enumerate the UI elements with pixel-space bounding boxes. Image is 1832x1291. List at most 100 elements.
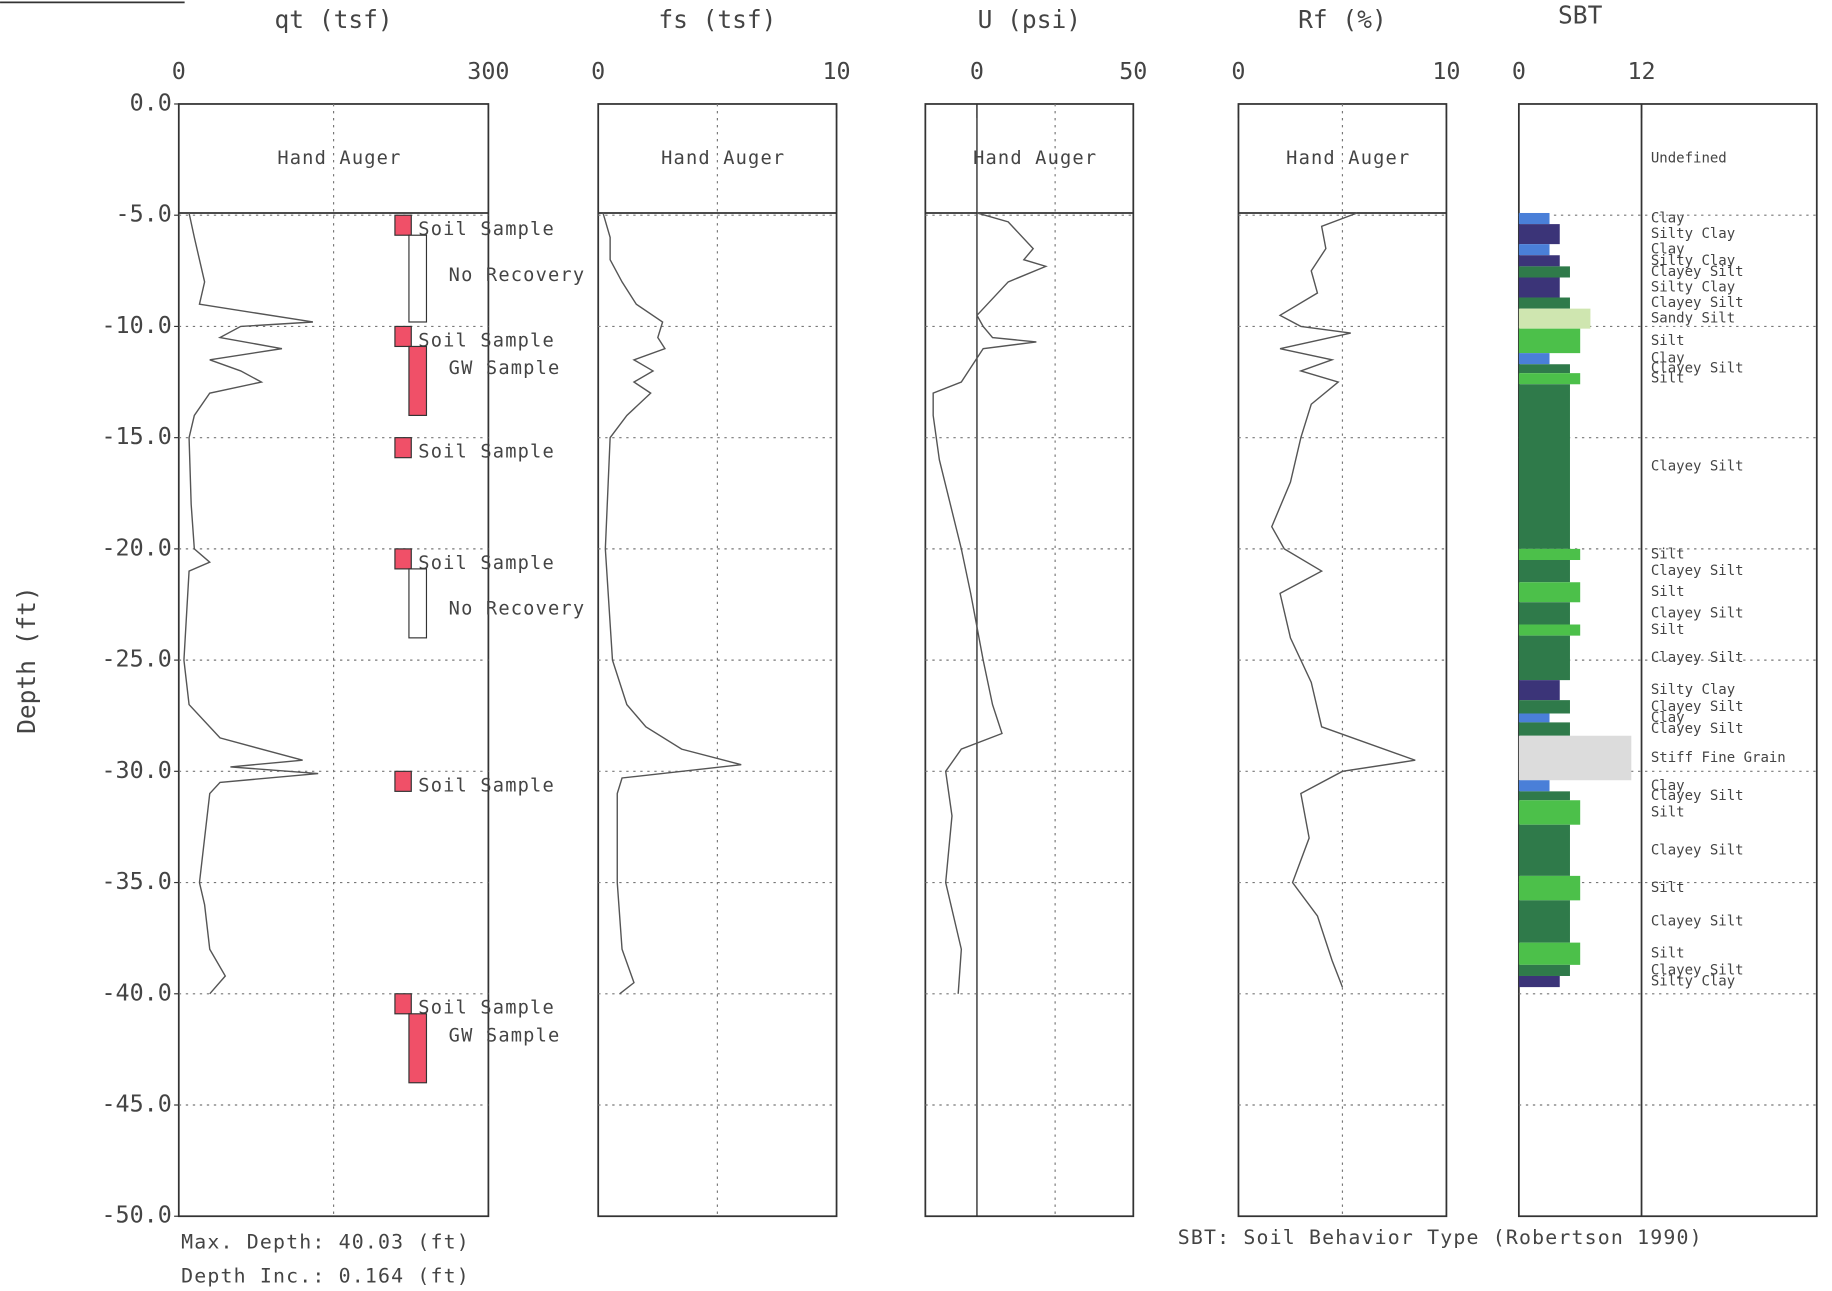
sbt-bar: [1518, 635, 1570, 681]
y-tick-label: -30.0: [101, 756, 171, 784]
sbt-bar: [1518, 328, 1581, 354]
sbt-bar: [1518, 624, 1581, 636]
sample-label: Soil Sample: [418, 775, 555, 796]
sbt-label: Clayey Silt: [1651, 264, 1744, 280]
sbt-bar: [1518, 308, 1591, 329]
y-tick-label: -5.0: [116, 200, 172, 228]
sample-box: [394, 548, 412, 570]
sample-box: [408, 345, 428, 416]
sbt-bar: [1518, 700, 1570, 714]
sbt-bar: [1518, 875, 1581, 901]
sbt-label: Undefined: [1651, 150, 1727, 166]
sbt-label: Silty Clay: [1651, 253, 1735, 269]
sample-box: [408, 234, 428, 323]
sbt-label: Silty Clay: [1651, 280, 1735, 296]
sbt-label: Silt: [1651, 880, 1685, 896]
profile-line: [1270, 212, 1416, 988]
sbt-label: Silty Clay: [1651, 682, 1735, 698]
sbt-bar: [1518, 780, 1550, 792]
profile-line: [932, 212, 1048, 994]
sbt-label: Silt: [1651, 333, 1685, 349]
sample-box: [394, 437, 412, 459]
sbt-label: Clayey Silt: [1651, 605, 1744, 621]
sbt-label: Silt: [1651, 946, 1685, 962]
sbt-bar: [1518, 735, 1632, 781]
sbt-bar: [1518, 224, 1560, 245]
sbt-label: Stiff Fine Grain: [1651, 750, 1786, 766]
sbt-label: Silty Clay: [1651, 974, 1735, 990]
sbt-label: Clayey Silt: [1651, 650, 1744, 666]
sample-label: No Recovery: [449, 598, 586, 619]
sbt-bar: [1518, 353, 1550, 365]
sbt-bar: [1518, 244, 1550, 256]
y-tick-label: -25.0: [101, 645, 171, 673]
sbt-bar: [1518, 548, 1581, 561]
sample-box: [394, 993, 412, 1015]
sbt-label: Clayey Silt: [1651, 459, 1744, 475]
max-depth-note: Max. Depth: 40.03 (ft): [181, 1231, 470, 1254]
sbt-label: Silt: [1651, 584, 1685, 600]
sbt-bar: [1518, 560, 1570, 583]
sbt-bar: [1518, 791, 1570, 801]
sample-label: Soil Sample: [418, 998, 555, 1019]
hand-auger-label: Hand Auger: [661, 148, 785, 169]
sbt-bar: [1518, 255, 1560, 267]
hand-auger-label: Hand Auger: [277, 148, 401, 169]
sbt-bar: [1518, 722, 1570, 736]
sbt-bar: [1518, 297, 1570, 309]
sbt-bar: [1518, 964, 1570, 976]
sample-label: Soil Sample: [418, 330, 555, 351]
sbt-note: SBT: Soil Behavior Type (Robertson 1990): [1178, 1226, 1703, 1249]
sbt-bar: [1518, 277, 1560, 298]
sbt-label: Clayey Silt: [1651, 913, 1744, 929]
y-tick-label: -45.0: [101, 1090, 171, 1118]
sbt-bar: [1518, 713, 1550, 723]
sbt-bar: [1518, 266, 1570, 278]
sbt-label: Clayey Silt: [1651, 962, 1744, 978]
sbt-label: Clayey Silt: [1651, 699, 1744, 715]
sbt-bar: [1518, 602, 1570, 625]
sbt-label: Clayey Silt: [1651, 788, 1744, 804]
sbt-label: Clay: [1651, 351, 1685, 367]
sample-label: GW Sample: [449, 358, 561, 379]
x-tick-label: 0: [1231, 57, 1245, 85]
sbt-label: Clay: [1651, 211, 1685, 227]
sample-label: No Recovery: [449, 265, 586, 286]
y-tick-label: -10.0: [101, 311, 171, 339]
sbt-bar: [1518, 900, 1570, 943]
sample-box: [394, 770, 412, 792]
sample-box: [408, 568, 428, 639]
sbt-bar: [1518, 975, 1560, 988]
x-tick-label: 0: [591, 57, 605, 85]
sbt-bar: [1518, 582, 1581, 603]
y-tick-label: -40.0: [101, 978, 171, 1006]
x-tick-label: 0: [970, 57, 984, 85]
sbt-bar: [1518, 800, 1581, 825]
panel-title: fs (tsf): [658, 5, 776, 34]
hand-auger-label: Hand Auger: [973, 148, 1097, 169]
sbt-label: Clay: [1651, 710, 1685, 726]
panel-title: U (psi): [978, 5, 1081, 34]
sbt-bar: [1518, 373, 1581, 385]
sbt-label: Clay: [1651, 242, 1685, 258]
x-tick-label: 0: [1512, 57, 1526, 85]
panel-title: qt (tsf): [275, 5, 393, 34]
x-tick-label: 0: [172, 57, 186, 85]
x-tick-label: 10: [822, 57, 850, 85]
sbt-label: Silt: [1651, 804, 1685, 820]
sbt-label: Clayey Silt: [1651, 842, 1744, 858]
sbt-label: Silt: [1651, 622, 1685, 638]
y-tick-label: -20.0: [101, 533, 171, 561]
sbt-label: Clay: [1651, 778, 1685, 794]
sbt-label: Sandy Silt: [1651, 311, 1735, 327]
sbt-bar: [1518, 824, 1570, 876]
y-axis-label: Depth (ft): [12, 586, 41, 734]
y-tick-label: -15.0: [101, 422, 171, 450]
y-tick-label: -35.0: [101, 867, 171, 895]
sbt-label: Clayey Silt: [1651, 361, 1744, 377]
hand-auger-label: Hand Auger: [1286, 148, 1410, 169]
sample-label: Soil Sample: [418, 442, 555, 463]
sample-box: [408, 1013, 428, 1084]
sample-label: Soil Sample: [418, 219, 555, 240]
